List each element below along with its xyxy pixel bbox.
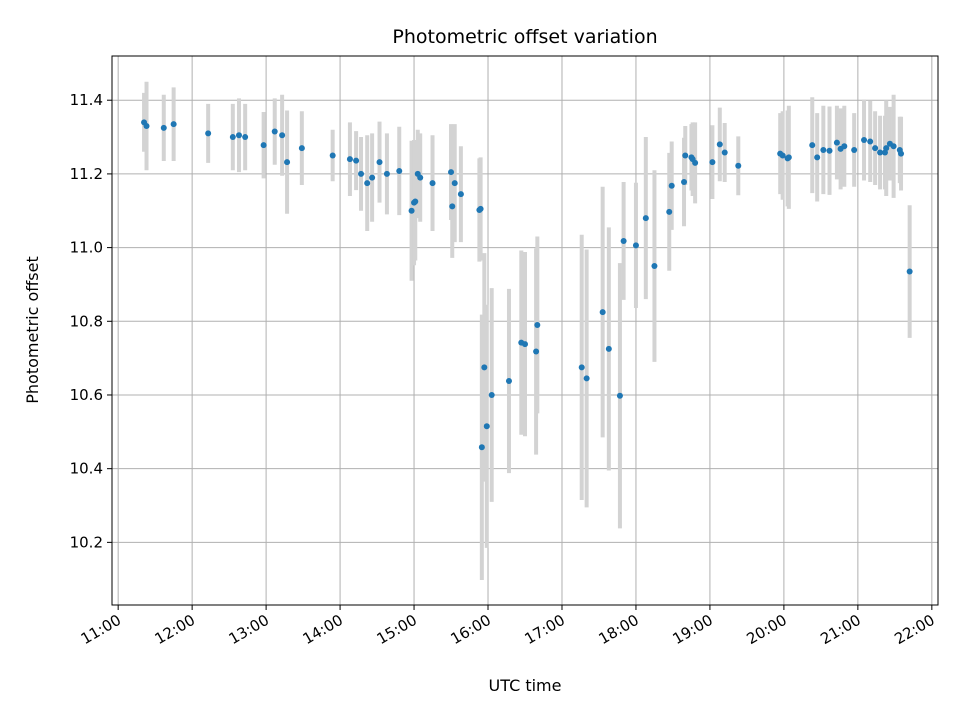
data-point <box>898 150 905 157</box>
data-point <box>668 182 675 189</box>
data-point <box>369 174 376 181</box>
data-point <box>620 237 627 244</box>
data-point <box>883 145 890 152</box>
data-point <box>681 179 688 186</box>
data-point <box>160 124 167 131</box>
data-point <box>376 159 383 166</box>
data-point <box>867 138 874 145</box>
data-point <box>533 348 540 355</box>
data-point <box>143 123 150 130</box>
y-axis-ticks: 10.2 10.4 10.6 10.8 11.0 11.2 11.4 <box>70 91 112 551</box>
data-point <box>605 345 612 352</box>
data-point <box>298 145 305 152</box>
y-tick-label: 11.2 <box>70 165 103 183</box>
x-axis-title: UTC time <box>489 676 562 695</box>
data-point <box>451 180 458 187</box>
data-point <box>329 152 336 159</box>
data-point <box>890 143 897 150</box>
data-point <box>383 170 390 177</box>
plot-frame <box>111 55 939 606</box>
data-point <box>682 152 689 159</box>
data-point <box>481 364 488 371</box>
data-point <box>396 167 403 174</box>
data-point <box>716 141 723 148</box>
data-point <box>346 156 353 163</box>
data-point <box>429 180 436 187</box>
data-point <box>457 191 464 198</box>
data-point <box>449 203 456 210</box>
data-point <box>483 423 490 430</box>
data-point <box>505 377 512 384</box>
data-point <box>364 180 371 187</box>
data-point <box>478 444 485 451</box>
y-tick-label: 11.0 <box>70 239 103 257</box>
y-tick-label: 11.4 <box>70 91 103 109</box>
data-point <box>534 321 541 328</box>
data-point <box>809 142 816 149</box>
data-point <box>358 170 365 177</box>
data-point <box>632 242 639 249</box>
data-point <box>583 375 590 382</box>
data-point <box>353 157 360 164</box>
data-point <box>785 154 792 161</box>
data-point <box>851 146 858 153</box>
data-point <box>861 137 868 144</box>
data-point <box>735 162 742 169</box>
data-point <box>477 205 484 212</box>
data-point <box>279 132 286 139</box>
data-point <box>284 159 291 166</box>
data-point <box>522 341 528 348</box>
data-point <box>666 208 673 215</box>
y-tick-label: 10.4 <box>70 460 103 478</box>
data-point <box>260 142 267 149</box>
data-points <box>141 119 913 451</box>
data-point <box>814 154 821 161</box>
data-point <box>412 198 419 205</box>
data-point <box>229 134 236 141</box>
data-point <box>235 132 242 139</box>
data-point <box>826 147 833 154</box>
data-point <box>820 146 827 153</box>
data-point <box>448 169 455 176</box>
y-tick-label: 10.8 <box>70 312 103 330</box>
data-point <box>488 391 495 398</box>
data-point <box>417 174 424 181</box>
data-point <box>578 364 585 371</box>
data-point <box>242 134 249 141</box>
data-point <box>841 143 848 150</box>
data-point <box>721 149 728 156</box>
data-point <box>651 263 658 270</box>
data-point <box>205 130 212 137</box>
data-point <box>408 207 415 214</box>
data-point <box>709 159 716 166</box>
data-point <box>906 268 913 275</box>
data-point <box>833 139 840 146</box>
data-point <box>872 145 879 152</box>
y-tick-label: 10.6 <box>70 386 103 404</box>
data-point <box>692 159 699 166</box>
data-point <box>616 392 623 399</box>
data-point <box>599 309 606 316</box>
data-point <box>271 128 278 135</box>
data-point <box>779 152 786 159</box>
y-tick-label: 10.2 <box>70 533 103 551</box>
y-axis-title: Photometric offset <box>23 256 42 404</box>
chart-title: Photometric offset variation <box>392 26 657 48</box>
data-point <box>170 121 177 128</box>
data-point <box>642 215 649 222</box>
data-point <box>877 149 884 156</box>
